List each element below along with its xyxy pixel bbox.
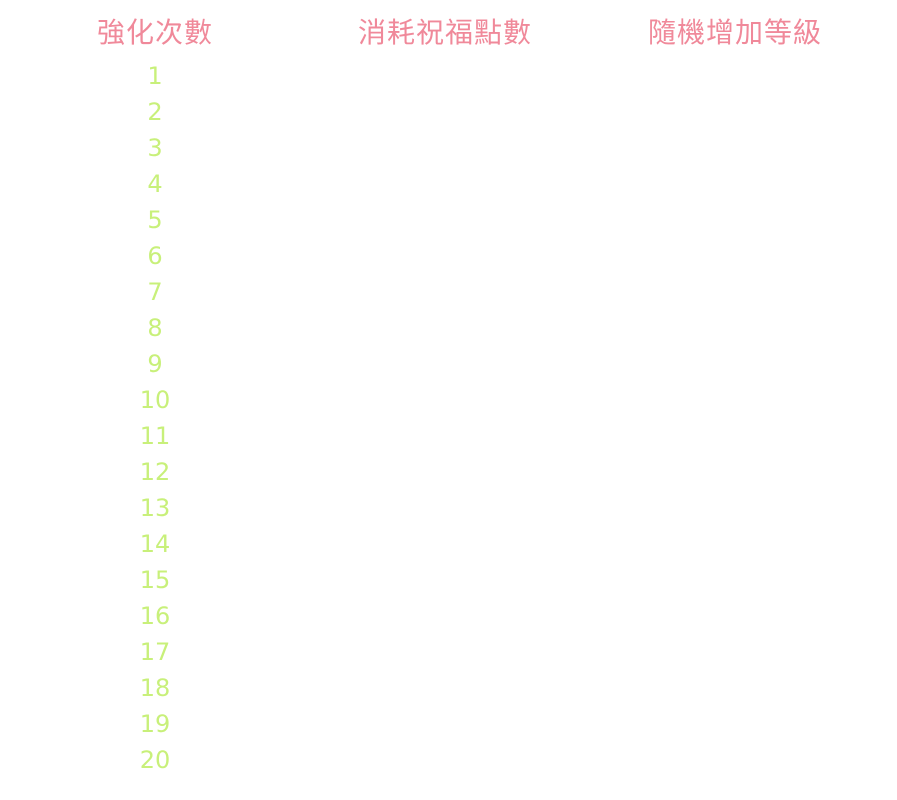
enhance-count-cell: 14 [139,530,171,558]
blessing-points-cell [315,670,575,706]
enhance-count-cell: 3 [147,134,163,162]
table-row: 6 [0,238,897,274]
random-level-cell [605,58,865,94]
table-row: 8 [0,310,897,346]
table-row: 14 [0,526,897,562]
blessing-points-cell [315,382,575,418]
blessing-points-cell [315,490,575,526]
random-level-cell [605,742,865,778]
enhance-count-cell: 11 [139,422,171,450]
random-level-cell [605,310,865,346]
random-level-cell [605,94,865,130]
table-row: 12 [0,454,897,490]
random-level-cell [605,634,865,670]
enhance-count-cell: 16 [139,602,171,630]
random-level-cell [605,670,865,706]
enhance-count-cell: 20 [139,746,171,774]
enhance-count-cell: 13 [139,494,171,522]
blessing-points-cell [315,238,575,274]
random-level-cell [605,562,865,598]
blessing-points-cell [315,274,575,310]
blessing-points-cell [315,598,575,634]
random-level-cell [605,166,865,202]
table-row: 1 [0,58,897,94]
enhance-count-cell: 10 [139,386,171,414]
table-row: 2 [0,94,897,130]
enhance-count-cell: 8 [147,314,163,342]
random-level-cell [605,238,865,274]
table-row: 4 [0,166,897,202]
header-random-level: 隨機增加等級 [647,16,822,49]
enhance-count-cell: 18 [139,674,171,702]
enhance-count-cell: 9 [147,350,163,378]
table-row: 7 [0,274,897,310]
blessing-points-cell [315,166,575,202]
enhance-count-cell: 4 [147,170,163,198]
table-row: 16 [0,598,897,634]
table-body: 1 2 3 4 5 6 7 8 9 10 11 12 13 14 15 16 17 18 19 20 [0,58,897,778]
enhance-count-cell: 17 [139,638,171,666]
blessing-points-cell [315,202,575,238]
table-row: 18 [0,670,897,706]
random-level-cell [605,202,865,238]
random-level-cell [605,490,865,526]
random-level-cell [605,454,865,490]
random-level-cell [605,706,865,742]
header-blessing-points: 消耗祝福點數 [357,16,532,49]
blessing-points-cell [315,94,575,130]
table-row: 3 [0,130,897,166]
random-level-cell [605,130,865,166]
enhance-count-cell: 15 [139,566,171,594]
random-level-cell [605,418,865,454]
table-row: 20 [0,742,897,778]
blessing-points-cell [315,706,575,742]
enhance-count-cell: 6 [147,242,163,270]
blessing-points-cell [315,310,575,346]
header-enhance-count: 強化次數 [96,16,213,49]
blessing-points-cell [315,742,575,778]
blessing-points-cell [315,634,575,670]
random-level-cell [605,382,865,418]
blessing-points-cell [315,346,575,382]
blessing-points-cell [315,526,575,562]
table-row: 19 [0,706,897,742]
table-row: 5 [0,202,897,238]
enhance-count-cell: 1 [147,62,163,90]
random-level-cell [605,598,865,634]
enhance-count-cell: 12 [139,458,171,486]
table-row: 10 [0,382,897,418]
random-level-cell [605,274,865,310]
enhance-count-cell: 5 [147,206,163,234]
blessing-points-cell [315,130,575,166]
blessing-points-cell [315,58,575,94]
table-row: 13 [0,490,897,526]
enhance-count-cell: 2 [147,98,163,126]
enhance-count-cell: 7 [147,278,163,306]
random-level-cell [605,346,865,382]
blessing-points-cell [315,562,575,598]
table-row: 11 [0,418,897,454]
enhance-count-cell: 19 [139,710,171,738]
blessing-points-cell [315,418,575,454]
table-row: 17 [0,634,897,670]
random-level-cell [605,526,865,562]
blessing-points-cell [315,454,575,490]
table-row: 15 [0,562,897,598]
table-row: 9 [0,346,897,382]
